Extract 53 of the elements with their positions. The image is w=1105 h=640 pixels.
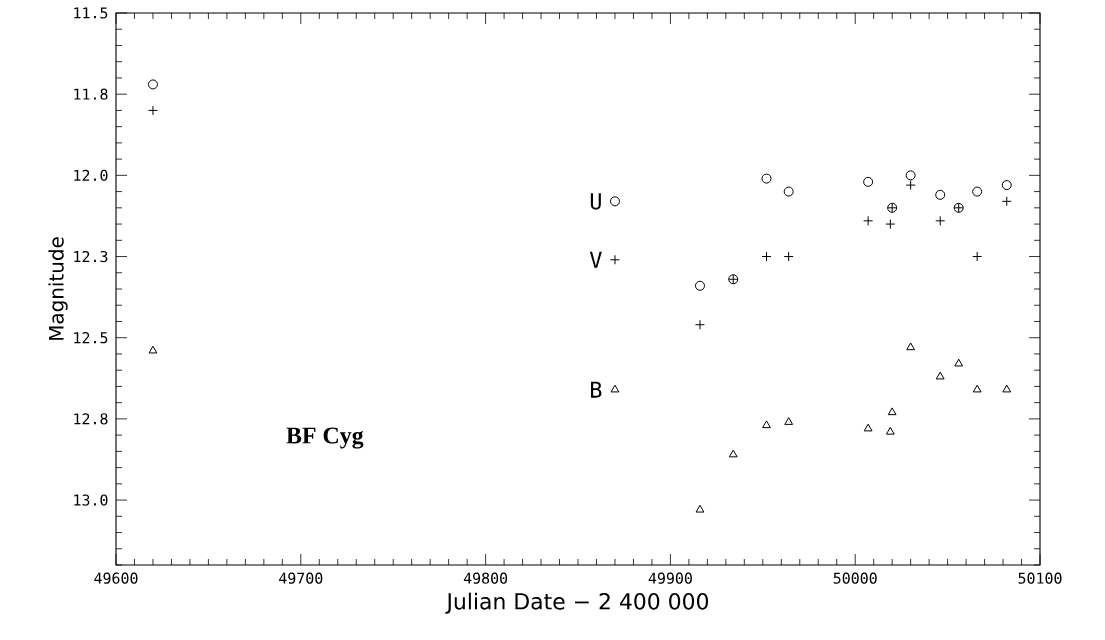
point <box>905 170 916 181</box>
point <box>935 371 945 380</box>
y-tick-label: 11.5 <box>74 7 108 19</box>
y-axis-title: Magnitude <box>48 237 68 340</box>
x-tick-label: 49900 <box>648 572 692 584</box>
point <box>885 426 895 435</box>
x-tick-label: 50100 <box>1018 572 1062 584</box>
point <box>935 215 946 226</box>
y-tick-label: 11.8 <box>74 88 108 100</box>
point <box>885 219 896 230</box>
point <box>954 358 964 367</box>
point <box>863 215 874 226</box>
point <box>783 251 794 262</box>
point <box>147 105 158 116</box>
y-tick-label: 12.5 <box>74 332 108 344</box>
point <box>783 186 794 197</box>
x-tick-label: 49700 <box>279 572 323 584</box>
point <box>762 420 771 429</box>
point <box>609 254 620 265</box>
text: BF Cyg <box>286 427 364 449</box>
point <box>694 280 705 291</box>
series-label: B <box>591 381 602 398</box>
point <box>784 417 794 425</box>
point <box>972 186 983 197</box>
point <box>610 384 620 393</box>
y-tick-label: 12.3 <box>74 250 108 263</box>
point <box>863 423 873 432</box>
y-tick-label: 12.0 <box>74 169 108 182</box>
point <box>935 189 946 200</box>
point <box>887 407 897 416</box>
point <box>694 319 705 330</box>
point <box>972 251 983 262</box>
x-tick-label: 50000 <box>833 572 877 584</box>
point <box>147 79 158 90</box>
point <box>863 176 874 187</box>
point <box>1002 384 1012 393</box>
point <box>609 196 620 207</box>
x-tick-label: 49600 <box>94 572 138 584</box>
point <box>728 449 738 458</box>
point <box>761 173 772 184</box>
point <box>695 504 705 513</box>
x-tick-label: 49800 <box>463 572 508 584</box>
x-axis-title: Julian Date − 2 400 000 <box>445 592 709 614</box>
y-tick-label: 13.0 <box>74 494 108 506</box>
point <box>1001 196 1012 207</box>
point <box>148 345 158 354</box>
series-label: U <box>590 193 601 210</box>
y-tick-label: 12.8 <box>74 413 108 425</box>
point <box>906 342 916 351</box>
point <box>905 180 916 191</box>
point <box>972 384 982 393</box>
point <box>1001 180 1012 191</box>
series-label: V <box>589 251 602 268</box>
